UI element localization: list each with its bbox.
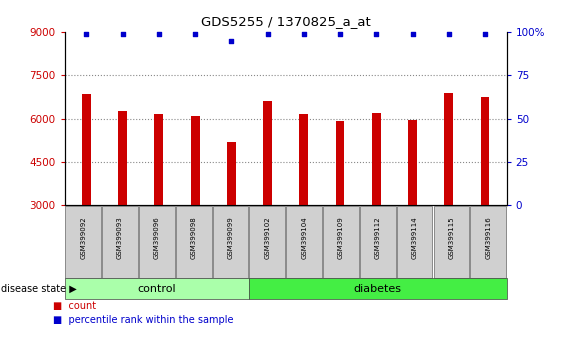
Text: GSM399109: GSM399109 <box>338 217 344 259</box>
Point <box>336 31 345 36</box>
Text: GSM399099: GSM399099 <box>227 217 234 259</box>
Point <box>154 31 163 36</box>
Text: diabetes: diabetes <box>354 284 402 293</box>
Bar <box>336 121 345 205</box>
Point <box>408 31 417 36</box>
Point <box>227 38 236 44</box>
Text: control: control <box>137 284 176 293</box>
Bar <box>118 112 127 205</box>
Text: GSM399093: GSM399093 <box>117 217 123 259</box>
Title: GDS5255 / 1370825_a_at: GDS5255 / 1370825_a_at <box>201 15 370 28</box>
Bar <box>191 116 200 205</box>
Point <box>444 31 453 36</box>
Point <box>118 31 127 36</box>
Text: GSM399092: GSM399092 <box>80 217 86 259</box>
Text: GSM399112: GSM399112 <box>375 217 381 259</box>
Point <box>263 31 272 36</box>
Text: GSM399096: GSM399096 <box>154 217 160 259</box>
Bar <box>300 114 309 205</box>
Text: GSM399098: GSM399098 <box>191 217 196 259</box>
Bar <box>263 101 272 205</box>
Bar <box>408 120 417 205</box>
Point <box>372 31 381 36</box>
Text: GSM399116: GSM399116 <box>485 217 491 259</box>
Text: GSM399102: GSM399102 <box>264 217 270 259</box>
Text: GSM399114: GSM399114 <box>412 217 418 259</box>
Text: GSM399104: GSM399104 <box>301 217 307 259</box>
Text: GSM399115: GSM399115 <box>449 217 454 259</box>
Text: disease state ▶: disease state ▶ <box>1 284 77 293</box>
Point <box>191 31 200 36</box>
Point <box>82 31 91 36</box>
Bar <box>481 97 489 205</box>
Text: ■  percentile rank within the sample: ■ percentile rank within the sample <box>53 315 234 325</box>
Bar <box>227 142 236 205</box>
Bar <box>154 114 163 205</box>
Bar <box>444 93 453 205</box>
Point <box>480 31 489 36</box>
Point <box>300 31 309 36</box>
Bar <box>372 113 381 205</box>
Bar <box>82 94 91 205</box>
Text: ■  count: ■ count <box>53 301 97 311</box>
